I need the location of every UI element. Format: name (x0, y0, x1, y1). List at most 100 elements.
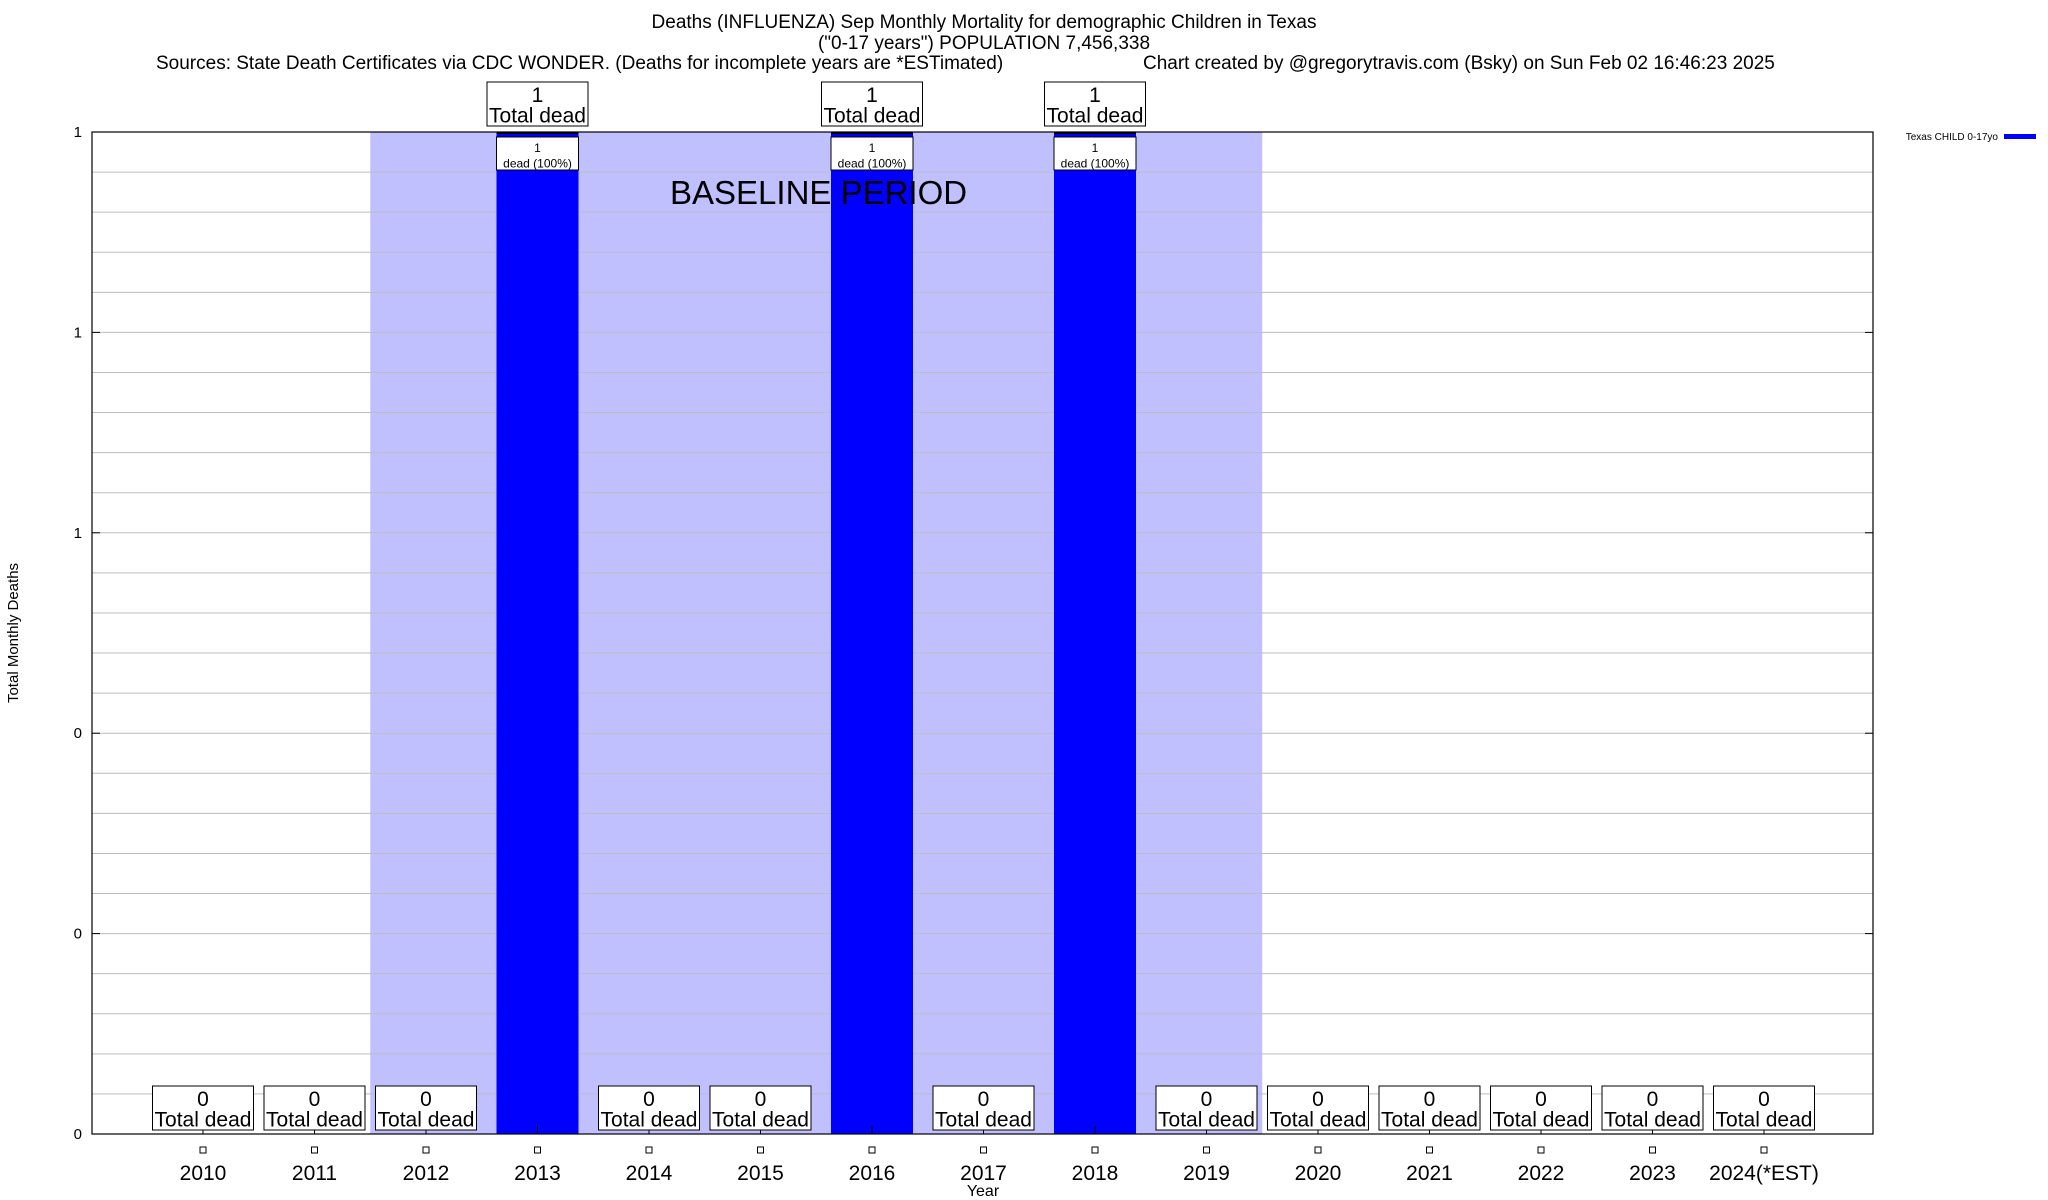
x-tick-label: 2020 (1295, 1162, 1342, 1185)
total-label-2017-caption: Total dead (935, 1108, 1032, 1131)
total-label-2017-value: 0 (978, 1088, 990, 1111)
total-label-2017-box (932, 1085, 1035, 1131)
x-tick-label: 2010 (180, 1162, 227, 1185)
baseline-period-label: BASELINE PERIOD (670, 174, 967, 211)
x-tick-label: 2021 (1406, 1162, 1453, 1185)
bar-label-2016-caption: dead (100%) (838, 156, 907, 170)
chart-sources: Sources: State Death Certificates via CD… (156, 53, 1004, 74)
total-label-2012-caption: Total dead (378, 1108, 475, 1131)
total-label-2010-value: 0 (197, 1088, 209, 1111)
x-marker (1091, 1146, 1099, 1154)
x-marker (868, 1146, 876, 1154)
total-label-2021-caption: Total dead (1381, 1108, 1478, 1131)
total-label-2024(*EST)-value: 0 (1758, 1088, 1770, 1111)
x-axis-ticks: 2010 2011 2012 2013 2014 2015 2016 2017 2018 2019… (180, 1126, 1819, 1185)
total-label-2015-box (709, 1085, 812, 1131)
x-marker (534, 1146, 541, 1154)
total-label-2011-value: 0 (309, 1088, 321, 1111)
y-axis-label: Total Monthly Deaths (5, 563, 22, 703)
x-marker (311, 1146, 318, 1154)
total-label-2024(*EST)-caption: Total dead (1716, 1108, 1813, 1131)
x-tick-label: 2024(*EST) (1709, 1162, 1819, 1185)
x-marker (1314, 1146, 1322, 1154)
total-label-2022-value: 0 (1535, 1088, 1547, 1111)
bar-label-2018-value: 1 (1092, 141, 1099, 155)
bar-2016 (831, 132, 913, 1134)
x-tick-label: 2023 (1629, 1162, 1676, 1185)
total-label-2019-box (1155, 1085, 1258, 1131)
total-label-2014-value: 0 (643, 1088, 655, 1111)
total-label-2014-box (598, 1085, 700, 1131)
chart-title: Deaths (INFLUENZA) Sep Monthly Mortality… (651, 12, 1317, 33)
x-marker (422, 1146, 430, 1154)
x-marker (1649, 1146, 1656, 1154)
x-marker (1426, 1146, 1433, 1154)
x-tick-label: 2017 (960, 1162, 1007, 1185)
total-label-2013-box (486, 81, 589, 127)
total-label-2013-caption: Total dead (489, 104, 586, 127)
y-axis-ticks: 0 0 0 1 1 1 (74, 124, 1873, 1143)
total-label-2020-value: 0 (1312, 1088, 1324, 1111)
legend-swatch (2004, 134, 2036, 139)
bar-2013 (496, 132, 579, 1134)
total-label-2020-caption: Total dead (1270, 1108, 1367, 1131)
plot-frame (91, 131, 1874, 1135)
total-label-2012-value: 0 (420, 1088, 432, 1111)
x-tick-label: 2011 (292, 1162, 337, 1185)
total-label-2018-box (1044, 81, 1146, 127)
total-label-2012-box (375, 1085, 477, 1131)
y-tick-label: 0 (74, 725, 82, 742)
bar-label-2018-caption: dead (100%) (1061, 156, 1130, 170)
y-tick-label: 0 (74, 926, 82, 943)
x-marker (1203, 1146, 1210, 1154)
x-axis-label: Year (967, 1183, 1000, 1200)
x-tick-label: 2016 (849, 1162, 896, 1185)
total-label-2010-caption: Total dead (155, 1108, 252, 1131)
bar-label-2013-value: 1 (534, 141, 541, 155)
x-marker (1760, 1146, 1768, 1154)
legend-label: Texas CHILD 0-17yo (1906, 132, 1999, 143)
x-tick-label: 2015 (737, 1162, 784, 1185)
total-label-2015-value: 0 (755, 1088, 767, 1111)
total-label-2016-value: 1 (866, 84, 878, 107)
x-tick-label: 2013 (514, 1162, 561, 1185)
total-label-2023-box (1601, 1085, 1704, 1131)
x-marker (757, 1146, 764, 1154)
total-label-2023-caption: Total dead (1604, 1108, 1701, 1131)
x-tick-label: 2022 (1518, 1162, 1565, 1185)
y-tick-label: 1 (74, 124, 82, 141)
x-marker (1537, 1146, 1545, 1154)
total-label-2024(*EST)-box (1713, 1085, 1815, 1131)
total-label-2016-caption: Total dead (824, 104, 921, 127)
chart-subtitle: ("0-17 years") POPULATION 7,456,338 (817, 33, 1151, 54)
grid-layer (92, 171, 1873, 1095)
x-tick-label: 2018 (1072, 1162, 1119, 1185)
total-label-2021-box (1378, 1085, 1481, 1131)
bar-label-2018-box (1053, 136, 1137, 171)
total-label-2014-caption: Total dead (601, 1108, 698, 1131)
total-label-2016-box (821, 81, 923, 127)
chart-credit: Chart created by @gregorytravis.com (Bsk… (1143, 53, 1775, 74)
total-label-2018-caption: Total dead (1047, 104, 1144, 127)
total-label-2011-box (263, 1085, 366, 1131)
x-tick-label: 2012 (403, 1162, 450, 1185)
